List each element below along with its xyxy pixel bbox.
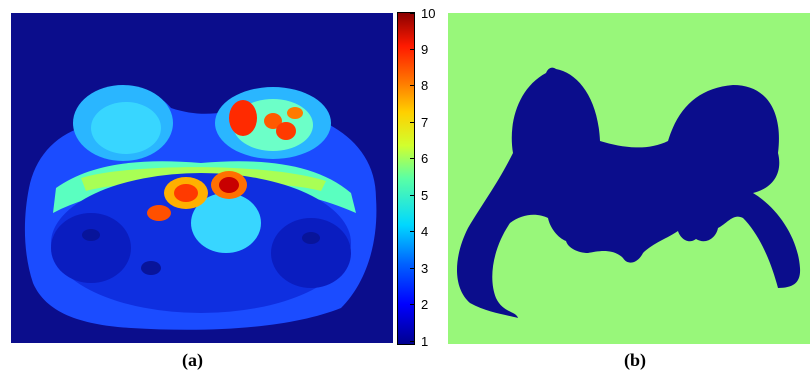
heatmap-panel-a: [11, 13, 393, 343]
colorbar-tickmark: [410, 49, 414, 50]
colorbar-tickmark: [410, 122, 414, 123]
colorbar-tick-label: 9: [421, 42, 429, 57]
colorbar-tick-label: 2: [421, 297, 429, 312]
colorbar-tickmark: [410, 341, 414, 342]
colorbar-tickmark: [410, 304, 414, 305]
caption-b: (b): [624, 350, 646, 370]
colorbar-tickmark: [410, 13, 414, 14]
colorbar-tickmark: [410, 231, 414, 232]
colorbar-tick-label: 3: [421, 261, 429, 276]
colorbar-tickmark: [410, 268, 414, 269]
colorbar-tickmark: [410, 195, 414, 196]
segmentation-mask: [448, 13, 810, 344]
colorbar-tickmark: [410, 158, 414, 159]
caption-a: (a): [182, 350, 203, 370]
colorbar-tick-label: 8: [421, 78, 429, 93]
mask-panel-b: [448, 13, 810, 344]
breast-scan-heatmap: [11, 13, 393, 343]
colorbar-tick-label: 10: [421, 6, 436, 21]
colorbar: [397, 12, 415, 345]
colorbar-tick-label: 7: [421, 115, 429, 130]
mask-region: [456, 67, 801, 319]
colorbar-tick-label: 6: [421, 151, 429, 166]
colorbar-tick-label: 1: [421, 334, 429, 349]
colorbar-tickmark: [410, 85, 414, 86]
colorbar-tick-label: 5: [421, 188, 429, 203]
colorbar-tick-label: 4: [421, 224, 429, 239]
